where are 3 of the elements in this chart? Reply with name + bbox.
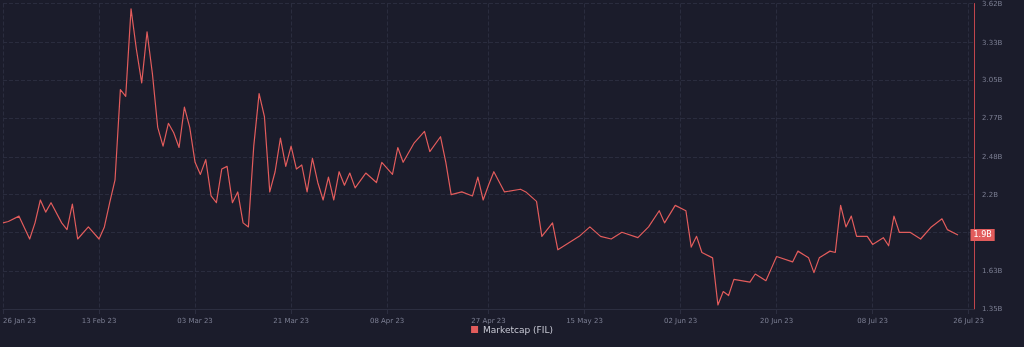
annotation: 1.9B bbox=[973, 230, 992, 240]
line-series bbox=[2, 8, 959, 306]
legend-label: Marketcap (FIL) bbox=[483, 324, 553, 335]
